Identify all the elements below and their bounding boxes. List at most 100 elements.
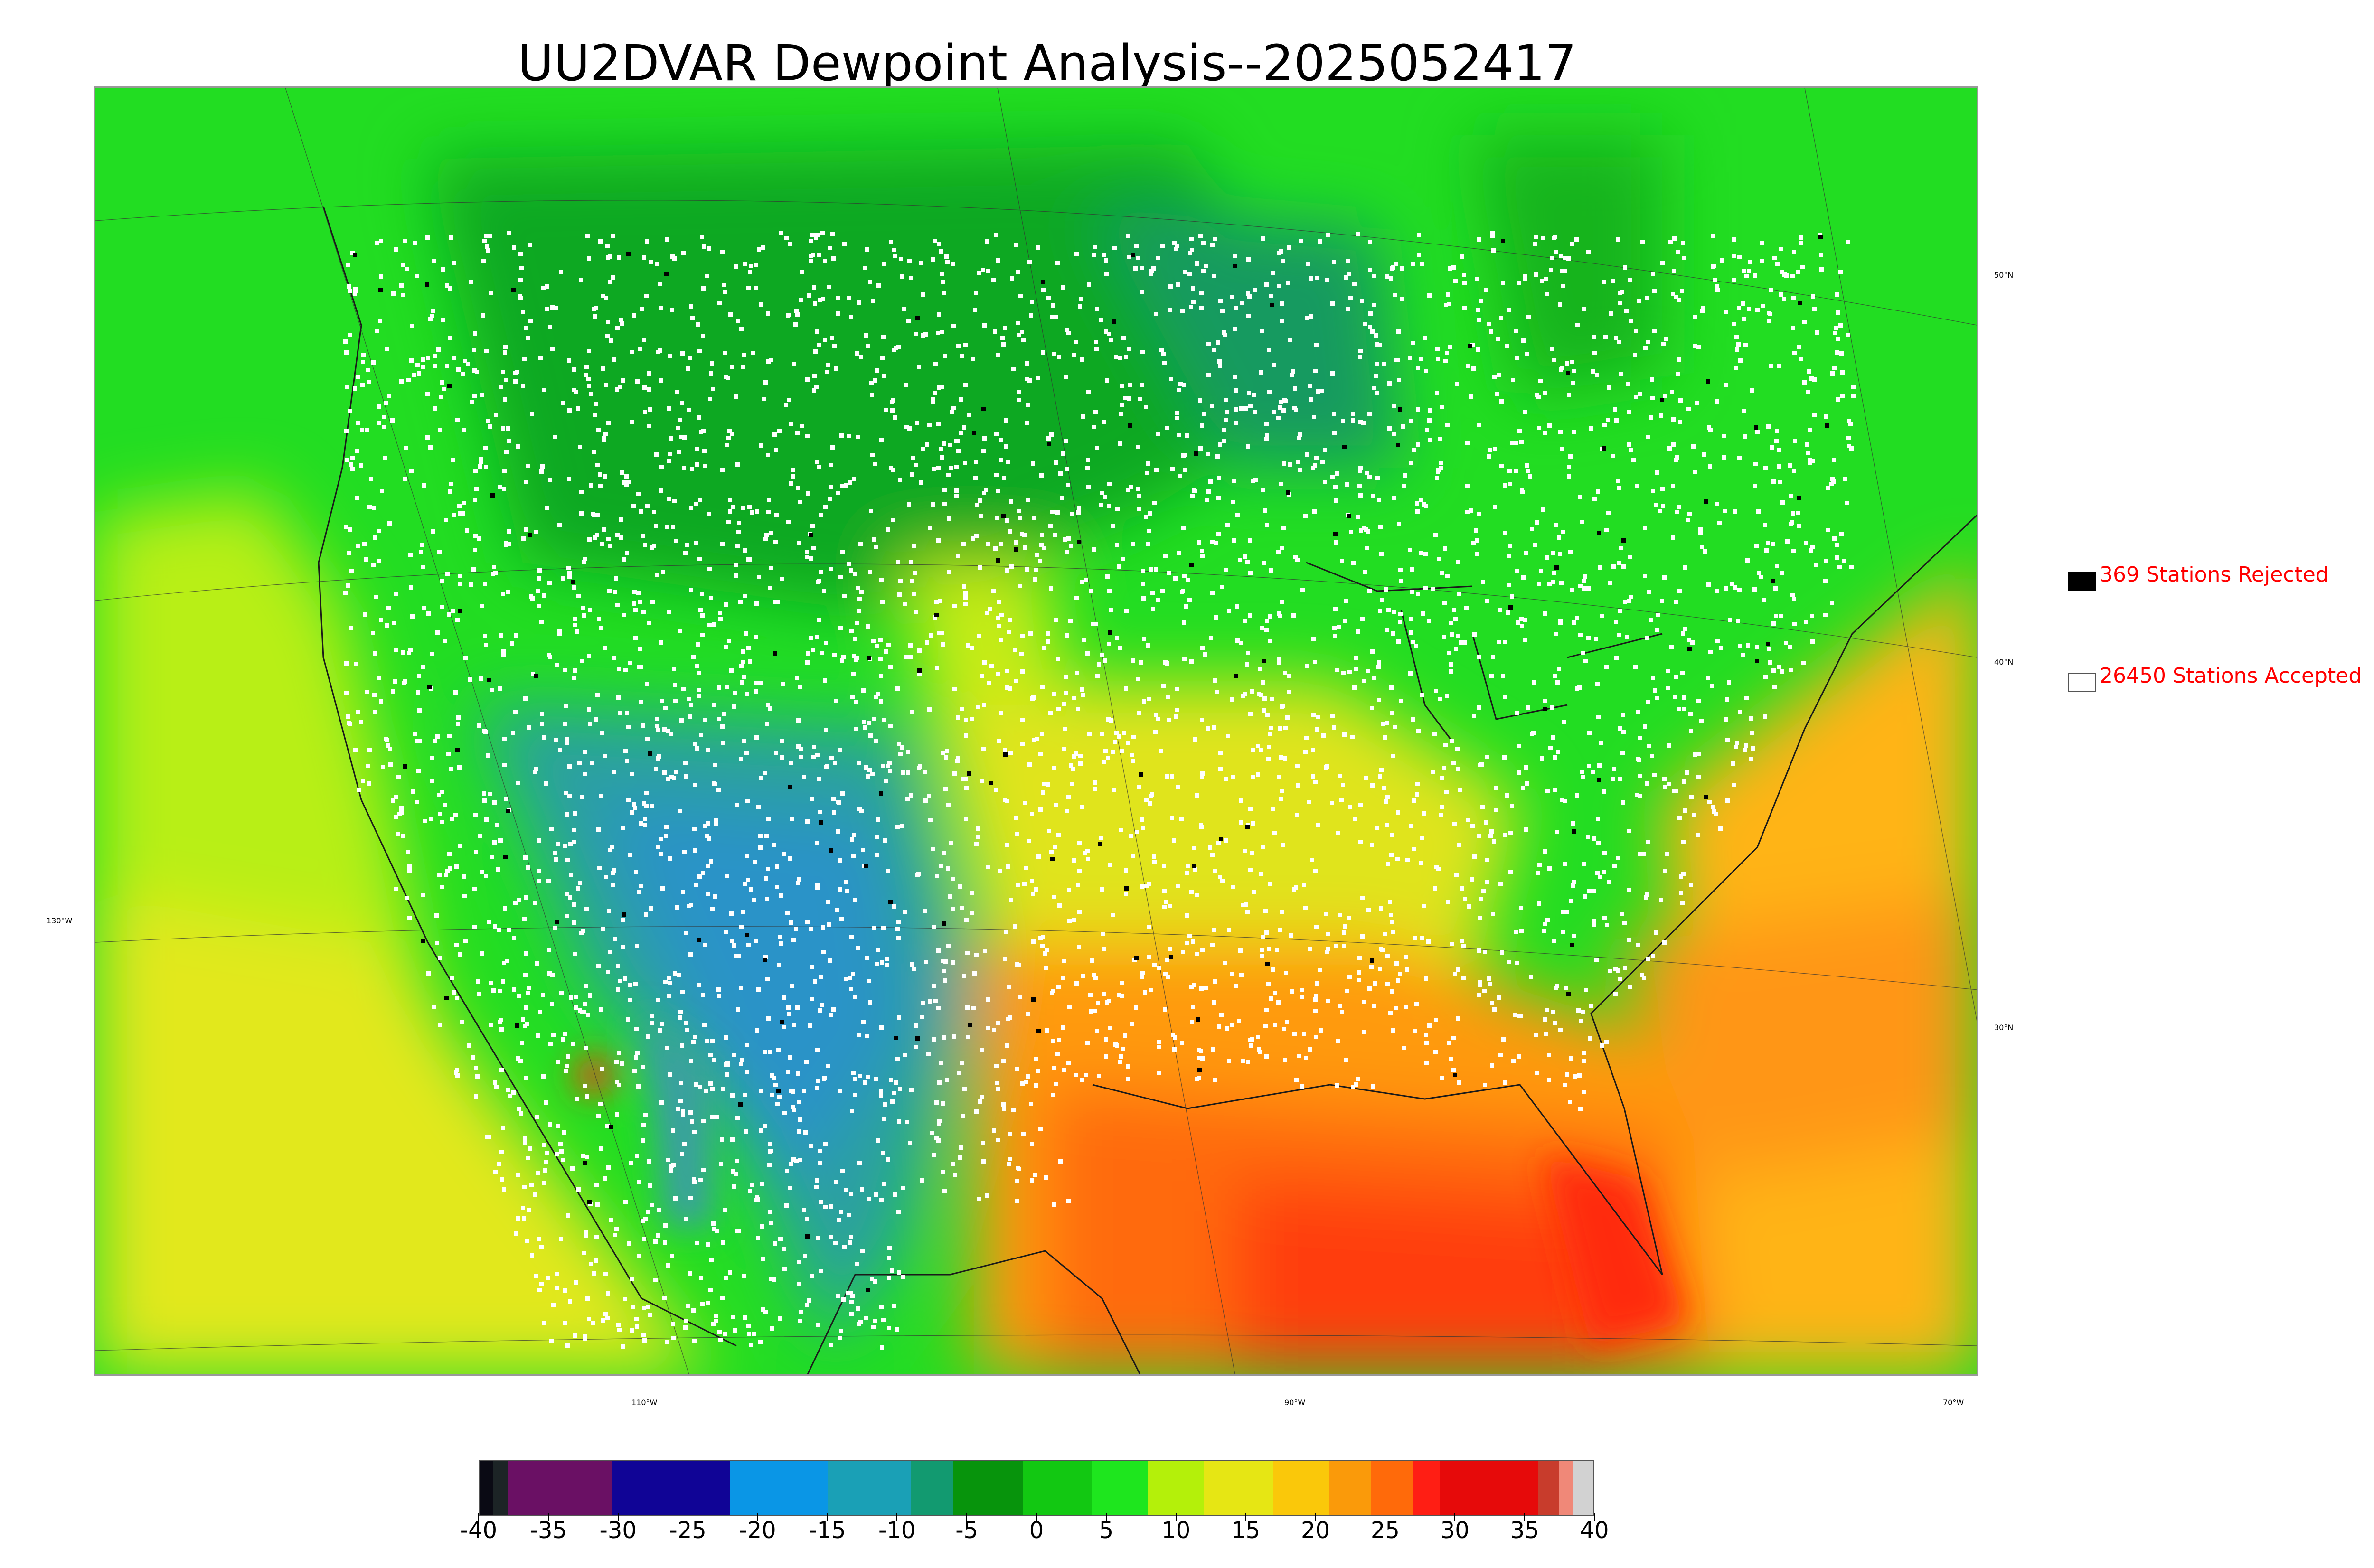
accepted-station-marker <box>1218 875 1222 879</box>
accepted-station-marker <box>1404 1005 1408 1009</box>
accepted-station-marker <box>763 1124 767 1128</box>
dewpoint-map[interactable] <box>94 86 1978 1376</box>
accepted-station-marker <box>940 272 944 276</box>
accepted-station-marker <box>1078 754 1083 758</box>
accepted-station-marker <box>507 542 511 546</box>
accepted-station-marker <box>347 721 351 725</box>
accepted-station-marker <box>1052 1202 1056 1207</box>
accepted-station-marker <box>556 1060 560 1064</box>
accepted-station-marker <box>634 1317 639 1321</box>
accepted-station-marker <box>572 902 576 907</box>
accepted-station-marker <box>1507 554 1511 558</box>
rejected-station-marker <box>1755 659 1759 663</box>
accepted-station-marker <box>1297 436 1301 440</box>
accepted-station-marker <box>1526 705 1530 710</box>
accepted-station-marker <box>772 1076 776 1080</box>
accepted-station-marker <box>1144 405 1148 409</box>
accepted-station-marker <box>599 794 603 798</box>
accepted-station-marker <box>609 338 613 343</box>
accepted-station-marker <box>741 506 745 510</box>
accepted-station-marker <box>1139 660 1143 665</box>
accepted-station-marker <box>1042 646 1046 650</box>
accepted-station-marker <box>584 365 589 369</box>
accepted-station-marker <box>1567 474 1571 479</box>
accepted-station-marker <box>1054 618 1058 622</box>
accepted-station-marker <box>1385 721 1389 725</box>
accepted-station-marker <box>1767 647 1771 651</box>
accepted-station-marker <box>892 1304 896 1308</box>
accepted-station-marker <box>1085 466 1090 470</box>
accepted-station-marker <box>1156 256 1160 260</box>
accepted-station-marker <box>1541 236 1545 240</box>
accepted-station-marker <box>1681 631 1685 636</box>
accepted-station-marker <box>914 1023 918 1028</box>
accepted-station-marker <box>1135 830 1139 834</box>
accepted-station-marker <box>768 706 772 711</box>
accepted-station-marker <box>1172 241 1177 245</box>
accepted-station-marker <box>591 512 595 516</box>
accepted-station-marker <box>1372 303 1376 307</box>
accepted-station-marker <box>406 850 410 854</box>
accepted-station-marker <box>1266 757 1271 761</box>
accepted-station-marker <box>1510 594 1514 599</box>
accepted-station-marker <box>1003 798 1007 802</box>
accepted-station-marker <box>1346 259 1350 263</box>
accepted-station-marker <box>576 406 580 411</box>
accepted-station-marker <box>573 617 577 621</box>
accepted-station-marker <box>859 355 863 359</box>
accepted-station-marker <box>1488 982 1492 986</box>
accepted-station-marker <box>1561 284 1565 288</box>
accepted-station-marker <box>665 237 669 242</box>
accepted-station-marker <box>458 582 462 586</box>
accepted-station-marker <box>744 1129 748 1134</box>
accepted-station-marker <box>797 877 801 882</box>
accepted-station-marker <box>653 1278 658 1282</box>
accepted-station-marker <box>1018 995 1022 999</box>
accepted-station-marker <box>1134 1005 1138 1010</box>
accepted-station-marker <box>1706 582 1711 587</box>
accepted-station-marker <box>1311 748 1315 752</box>
accepted-station-marker <box>1241 903 1245 907</box>
accepted-station-marker <box>1581 775 1585 779</box>
rejected-station-marker <box>1134 956 1139 960</box>
accepted-station-marker <box>870 1277 874 1281</box>
accepted-station-marker <box>681 890 685 894</box>
accepted-station-marker <box>743 548 747 553</box>
accepted-station-marker <box>602 527 606 532</box>
accepted-station-marker <box>1525 463 1529 468</box>
accepted-station-marker <box>499 1027 504 1032</box>
accepted-station-marker <box>1510 804 1514 808</box>
accepted-station-marker <box>1414 1002 1419 1006</box>
accepted-station-marker <box>1774 614 1778 618</box>
accepted-station-marker <box>810 1274 814 1278</box>
accepted-station-marker <box>721 1240 725 1245</box>
accepted-station-marker <box>474 487 479 491</box>
accepted-station-marker <box>403 477 407 481</box>
accepted-station-marker <box>1811 294 1815 299</box>
accepted-station-marker <box>534 1274 538 1278</box>
accepted-station-marker <box>723 1208 727 1212</box>
rejected-station-marker <box>697 938 701 942</box>
accepted-station-marker <box>1380 598 1384 602</box>
accepted-station-marker <box>1565 910 1569 914</box>
accepted-station-marker <box>951 406 956 410</box>
accepted-station-marker <box>1325 764 1329 769</box>
accepted-station-marker <box>1046 436 1051 441</box>
accepted-station-marker <box>627 480 631 484</box>
accepted-station-marker <box>656 998 660 1002</box>
accepted-station-marker <box>735 544 740 548</box>
accepted-station-marker <box>708 1288 713 1292</box>
accepted-station-marker <box>1211 1047 1215 1052</box>
accepted-station-marker <box>1140 971 1145 975</box>
accepted-station-marker <box>1152 963 1157 967</box>
accepted-station-marker <box>935 874 939 878</box>
accepted-station-marker <box>1627 410 1631 414</box>
accepted-station-marker <box>1309 276 1313 281</box>
accepted-station-marker <box>1038 752 1043 756</box>
accepted-station-marker <box>1096 1001 1100 1005</box>
accepted-station-marker <box>694 1082 698 1087</box>
accepted-station-marker <box>567 571 572 575</box>
accepted-station-marker <box>523 973 528 977</box>
accepted-station-marker <box>1030 812 1034 816</box>
accepted-station-marker <box>1598 565 1602 570</box>
